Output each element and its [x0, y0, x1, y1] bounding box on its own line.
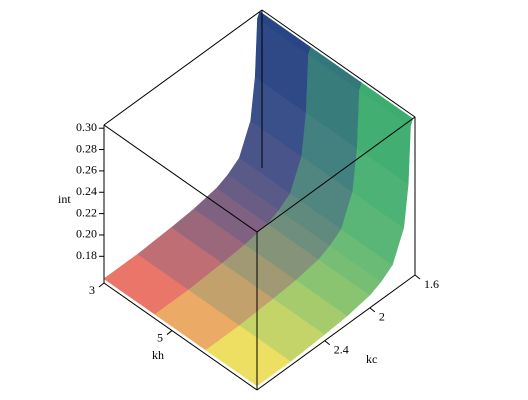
- kc-tick: [324, 340, 331, 346]
- kh-tick: [98, 282, 105, 288]
- surface-patch: [359, 82, 414, 127]
- z-tick-label: 0.28: [76, 141, 97, 155]
- kc-tick: [369, 307, 376, 313]
- box-edge: [256, 274, 416, 391]
- kc-axis-label: kc: [366, 352, 377, 366]
- axes: 0.18 0.20 0.22 0.24 0.26 0.28 0.30 int 3 5 kh 1.6 2 2…: [58, 9, 439, 391]
- z-axis-label: int: [58, 192, 71, 206]
- z-tick-label: 0.20: [76, 227, 97, 241]
- box-edge: [103, 282, 258, 391]
- z-tick-label: 0.30: [76, 120, 97, 134]
- box-edge: [256, 116, 416, 233]
- z-tick-label: 0.24: [76, 184, 97, 198]
- kc-tick: [414, 274, 421, 280]
- kh-axis-label: kh: [152, 348, 164, 362]
- kh-tick-label: 3: [89, 283, 95, 297]
- kc-tick-label: 2: [379, 310, 385, 324]
- kc-tick-label: 2.4: [334, 342, 349, 356]
- box-edge: [103, 9, 263, 126]
- surface: [103, 11, 414, 387]
- z-tick-label: 0.26: [76, 163, 97, 177]
- kh-tick-label: 5: [157, 330, 163, 344]
- box-edge: [103, 124, 258, 233]
- z-tick-label: 0.18: [76, 248, 97, 262]
- kh-tick: [166, 330, 173, 335]
- box-edge: [261, 9, 416, 118]
- z-tick-label: 0.22: [76, 205, 97, 219]
- kc-tick-label: 1.6: [424, 277, 439, 291]
